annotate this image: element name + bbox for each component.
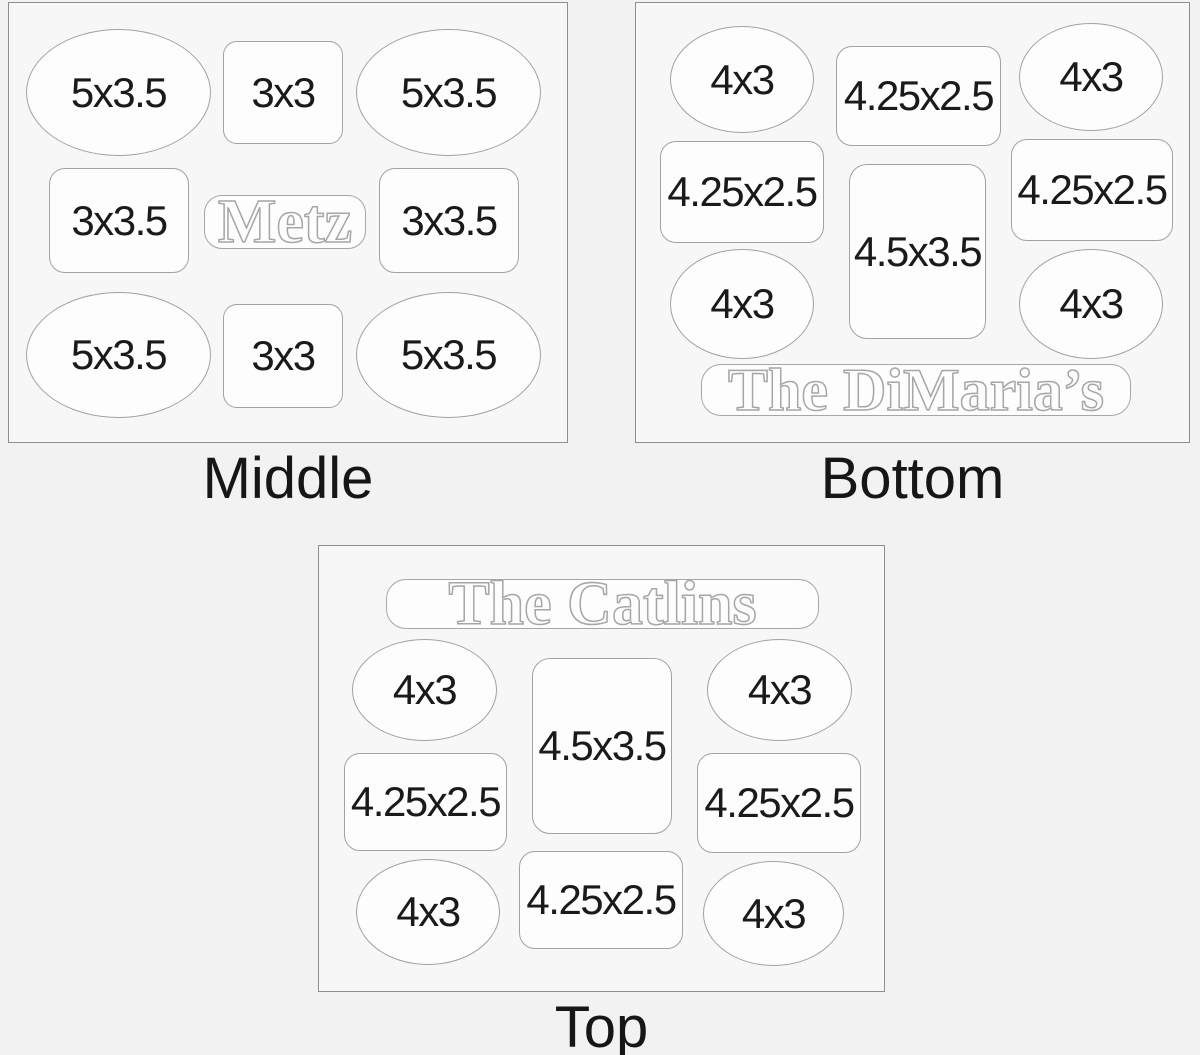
opening-size-label: 4.25x2.5 bbox=[667, 168, 818, 215]
photo-opening-oval: 5x3.5 bbox=[356, 29, 541, 156]
photo-opening-oval: 5x3.5 bbox=[26, 292, 211, 418]
photo-opening-rrect: 4.25x2.5 bbox=[697, 753, 861, 853]
opening-size-label: 4x3 bbox=[1059, 280, 1124, 327]
opening-size-label: 4.25x2.5 bbox=[1017, 166, 1168, 213]
panel-caption-bottom: Bottom bbox=[820, 446, 1005, 511]
panel-caption-middle: Middle bbox=[202, 446, 374, 511]
photo-opening-rrect: 4.25x2.5 bbox=[1011, 139, 1173, 241]
panel-caption-top: Top bbox=[554, 995, 649, 1055]
opening-size-label: 3x3.5 bbox=[401, 196, 498, 244]
opening-size-label: 4.25x2.5 bbox=[526, 876, 677, 923]
photo-opening-oval: 4x3 bbox=[703, 861, 844, 966]
engraved-name-text: The DiMaria’s bbox=[727, 357, 1105, 423]
photo-opening-rrect: 4.25x2.5 bbox=[836, 46, 1001, 146]
opening-size-label: 4x3 bbox=[710, 280, 775, 327]
opening-size-label: 4x3 bbox=[396, 888, 461, 935]
photo-opening-oval: 5x3.5 bbox=[26, 29, 211, 156]
photo-opening-rrect: 4.25x2.5 bbox=[660, 141, 824, 243]
photo-opening-rrect: 3x3 bbox=[223, 304, 343, 408]
photo-opening-oval: 4x3 bbox=[1019, 249, 1163, 359]
opening-size-label: 4x3 bbox=[1059, 53, 1124, 100]
photo-opening-rrect: 4.25x2.5 bbox=[519, 851, 683, 949]
photo-opening-rrect: 4.25x2.5 bbox=[344, 753, 507, 851]
opening-size-label: 5x3.5 bbox=[70, 331, 168, 378]
photo-opening-rrect: 3x3.5 bbox=[49, 168, 189, 273]
mat-panel-top: 4x3 4.5x3.5 4x3 4.25x2.5 4.25x2.5 4.25x2.5 4x3… bbox=[318, 545, 885, 992]
opening-size-label: 4.5x3.5 bbox=[853, 227, 983, 275]
mat-panel-middle: 5x3.5 3x3 5x3.5 3x3.5 3x3.5 5x3.5 3x3 5x3.5 Metz bbox=[8, 2, 568, 443]
opening-size-label: 4.25x2.5 bbox=[350, 778, 502, 825]
name-plaque bbox=[701, 364, 1131, 416]
mat-panel-bottom: 4x3 4.25x2.5 4x3 4.25x2.5 4.5x3.5 4.25x2.5 4x3… bbox=[635, 2, 1190, 443]
name-plaque bbox=[204, 195, 366, 249]
photo-opening-oval: 4x3 bbox=[670, 26, 814, 133]
photo-opening-oval: 4x3 bbox=[1019, 23, 1163, 131]
opening-size-label: 3x3 bbox=[251, 332, 316, 379]
opening-size-label: 5x3.5 bbox=[400, 331, 498, 378]
photo-opening-oval: 4x3 bbox=[356, 859, 500, 965]
opening-size-label: 4x3 bbox=[392, 666, 458, 713]
opening-size-label: 4.5x3.5 bbox=[538, 722, 667, 769]
opening-size-label: 3x3 bbox=[251, 68, 316, 116]
photo-opening-rrect: 3x3.5 bbox=[379, 168, 519, 273]
photo-opening-oval: 5x3.5 bbox=[356, 292, 541, 418]
opening-size-label: 4x3 bbox=[747, 666, 813, 713]
photo-opening-oval: 4x3 bbox=[352, 639, 497, 741]
photo-opening-oval: 4x3 bbox=[670, 249, 814, 359]
opening-size-label: 3x3.5 bbox=[71, 196, 168, 244]
engraved-name-text: Metz bbox=[217, 188, 353, 256]
opening-size-label: 4.25x2.5 bbox=[843, 72, 995, 119]
opening-size-label: 4.25x2.5 bbox=[704, 779, 855, 826]
opening-size-label: 4x3 bbox=[710, 55, 775, 103]
opening-size-label: 5x3.5 bbox=[70, 68, 168, 116]
photo-opening-rrect: 3x3 bbox=[223, 41, 343, 144]
opening-size-label: 4x3 bbox=[741, 889, 807, 937]
photo-opening-rrect: 4.5x3.5 bbox=[532, 658, 672, 834]
engraved-name-text: The Catlins bbox=[448, 570, 758, 638]
photo-opening-rrect: 4.5x3.5 bbox=[849, 164, 986, 339]
photo-opening-oval: 4x3 bbox=[707, 639, 852, 741]
name-plaque bbox=[386, 579, 819, 629]
opening-size-label: 5x3.5 bbox=[400, 68, 498, 116]
